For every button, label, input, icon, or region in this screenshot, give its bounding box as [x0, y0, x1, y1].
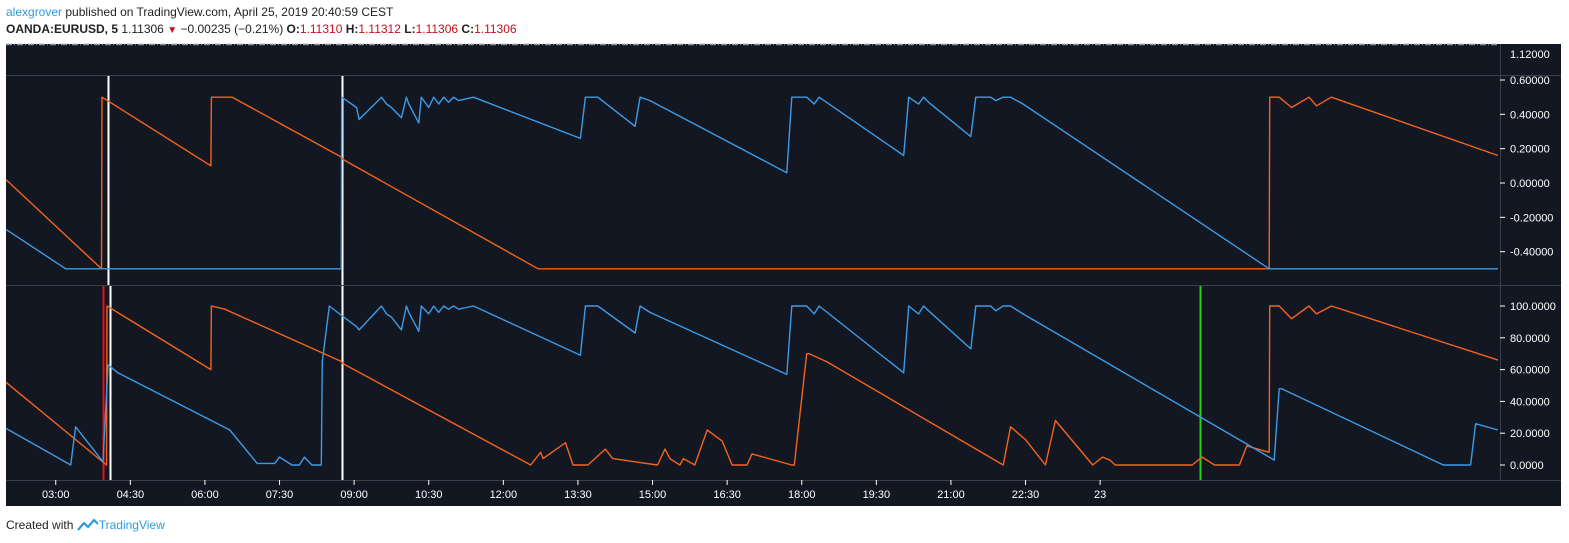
- x-tick-label: 04:30: [117, 489, 145, 501]
- chart-background: [6, 44, 1561, 506]
- x-tick-label: 13:30: [564, 489, 592, 501]
- y-tick-label: 0.40000: [1510, 109, 1550, 121]
- y-tick-label: -0.40000: [1510, 247, 1553, 259]
- x-axis: 03:00 04:30 06:00 07:30 09:00 10:30 12:00 13:30…: [42, 480, 1106, 501]
- open-label: O:: [286, 22, 300, 36]
- oscillator-1-series-1-line: [5, 96, 1499, 270]
- x-tick-label: 07:30: [266, 489, 294, 501]
- oscillator-1-series-2-line: [5, 96, 1498, 270]
- y-tick-label: 0.20000: [1510, 144, 1550, 156]
- x-tick-label: 22:30: [1012, 489, 1040, 501]
- y-tick-label: 20.0000: [1510, 428, 1550, 440]
- tradingview-logo-icon: [76, 518, 99, 531]
- oscillator-2-series-2-line: [5, 305, 1499, 466]
- author-link[interactable]: alexgrover: [6, 5, 63, 19]
- x-tick-label: 23: [1094, 489, 1106, 501]
- y-tick-label: 100.0000: [1510, 301, 1556, 313]
- x-tick-label: 21:00: [937, 489, 965, 501]
- symbol-info-bar: OANDA:EURUSD, 5 1.11306 ▼ −0.00235 (−0.2…: [6, 22, 517, 36]
- y-tick-label: 80.0000: [1510, 333, 1550, 345]
- down-arrow-icon: ▼: [167, 25, 178, 36]
- last-price: 1.11306: [121, 22, 164, 36]
- x-tick-label: 12:00: [490, 489, 518, 501]
- publication-info: alexgrover published on TradingView.com,…: [6, 5, 393, 19]
- created-with-text: Created with: [6, 518, 74, 532]
- y-tick-label: 60.0000: [1510, 365, 1550, 377]
- y-tick-label: 0.00000: [1510, 178, 1550, 190]
- y-tick-label: 40.0000: [1510, 396, 1550, 408]
- y-tick-label: -0.20000: [1510, 212, 1553, 224]
- pane-separators: [6, 43, 1561, 481]
- high-label: H:: [345, 22, 359, 36]
- y-axis: 0.60000 0.40000 0.20000 0.00000 -0.20000 -0.4…: [1500, 75, 1556, 472]
- x-tick-label: 16:30: [713, 489, 741, 501]
- close-label: C:: [461, 22, 475, 36]
- x-tick-label: 10:30: [415, 489, 443, 501]
- published-text: published on TradingView.com, April 25, …: [65, 5, 394, 19]
- y-tick-label: 0.60000: [1510, 75, 1550, 87]
- x-tick-label: 19:30: [863, 489, 891, 501]
- high-value: 1.11312: [358, 22, 401, 36]
- price-tick-label: 1.12000: [1510, 49, 1550, 61]
- open-value: 1.11310: [299, 22, 343, 36]
- series-lines: [5, 96, 1499, 466]
- oscillator-2-series-1-line: [5, 305, 1499, 466]
- tradingview-brand: TradingView: [98, 518, 165, 532]
- x-tick-label: 18:00: [788, 489, 816, 501]
- footer: Created with TradingView: [6, 518, 165, 532]
- y-tick-label: 0.0000: [1510, 460, 1544, 472]
- tradingview-logo[interactable]: TradingView: [76, 518, 165, 532]
- x-tick-label: 15:00: [639, 489, 667, 501]
- x-tick-label: 03:00: [42, 489, 70, 501]
- signal-markers: [102, 76, 1202, 480]
- price-change: −0.00235 (−0.21%): [180, 22, 284, 36]
- x-tick-label: 09:00: [340, 489, 368, 501]
- low-value: 1.11306: [415, 22, 459, 36]
- x-tick-label: 06:00: [191, 489, 219, 501]
- low-label: L:: [404, 22, 416, 36]
- symbol-label: OANDA:EURUSD, 5: [6, 22, 119, 36]
- close-value: 1.11306: [474, 22, 517, 36]
